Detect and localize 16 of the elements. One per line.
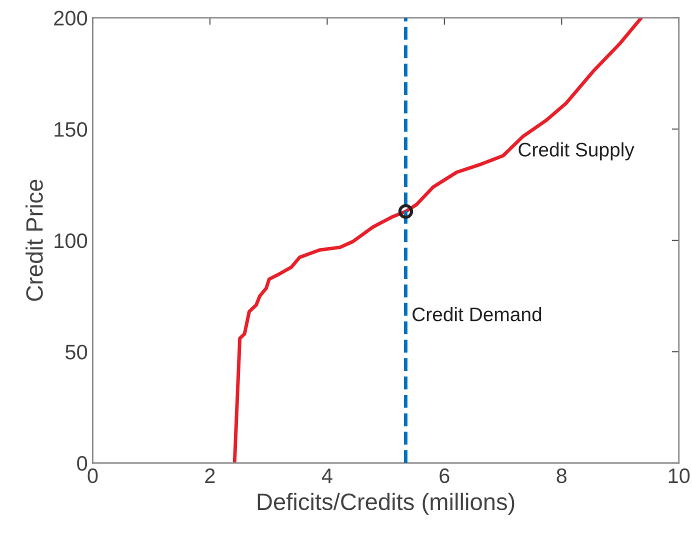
y-tick-label: 200 — [54, 10, 88, 26]
y-tick-label: 0 — [77, 456, 88, 471]
x-tick-label: 8 — [556, 468, 567, 484]
x-tick-label: 2 — [205, 468, 215, 483]
x-tick-label: 0 — [88, 468, 98, 484]
x-tick-label: 10 — [668, 468, 690, 484]
y-tick-label: 150 — [54, 122, 88, 137]
x-tick-label: 4 — [322, 468, 332, 483]
x-tick-label: 6 — [440, 468, 450, 484]
line-series — [232, 18, 644, 463]
y-tick-label: 50 — [66, 344, 88, 360]
x-axis-title: Deficits/Credits (millions) — [258, 492, 514, 515]
y-tick-label: 100 — [54, 233, 88, 248]
annotation: Credit Supply — [518, 142, 634, 160]
y-axis-title: Credit Price — [26, 180, 43, 301]
ref-line-label: Credit Demand — [412, 307, 542, 322]
